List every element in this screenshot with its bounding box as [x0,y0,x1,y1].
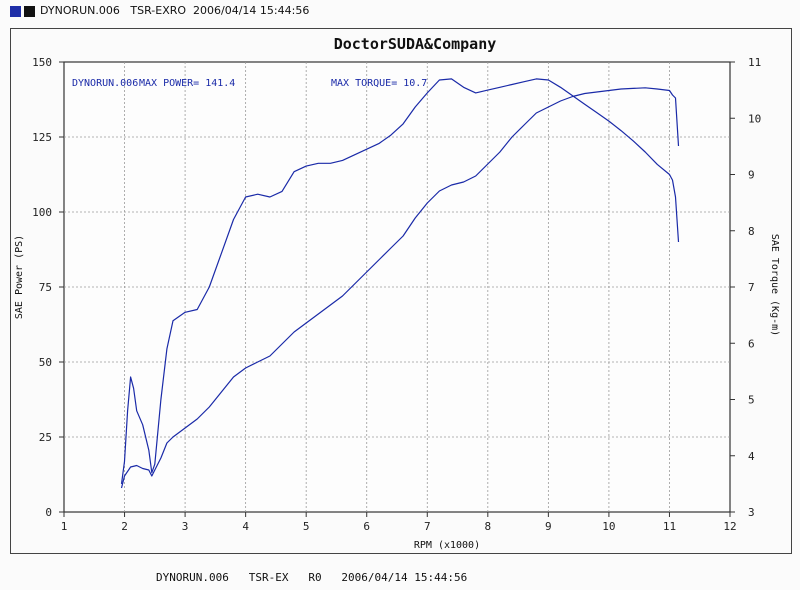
x-axis-label: RPM (x1000) [414,540,480,551]
y-left-tick-label: 0 [45,506,52,519]
chart-title: DoctorSUDA&Company [334,35,497,53]
run-annotation: DYNORUN.006 [72,78,138,89]
x-tick-label: 6 [363,520,370,533]
max-power-annotation: MAX POWER= 141.4 [139,78,235,89]
x-tick-label: 2 [121,520,128,533]
y-right-tick-label: 11 [748,56,761,69]
header-strip: DYNORUN.006 TSR-EXRO 2006/04/14 15:44:56 [0,0,800,22]
y-left-tick-label: 25 [39,431,52,444]
y-left-tick-label: 100 [32,206,52,219]
y-left-tick-label: 125 [32,131,52,144]
x-tick-label: 11 [663,520,676,533]
y-left-axis-label: SAE Power (PS) [14,235,25,319]
max-torque-annotation: MAX TORQUE= 10.7 [331,78,427,89]
x-tick-label: 1 [61,520,68,533]
x-tick-label: 12 [723,520,736,533]
y-left-tick-label: 50 [39,356,52,369]
torque-series-line [120,78,680,484]
y-right-axis-label: SAE Torque (Kg-m) [769,234,780,336]
y-left-tick-label: 75 [39,281,52,294]
y-right-tick-label: 10 [748,112,761,125]
brand-square-dark-icon [24,6,35,17]
y-right-tick-label: 6 [748,337,755,350]
chart-frame [10,28,792,554]
x-tick-label: 7 [424,520,431,533]
y-right-tick-label: 8 [748,225,755,238]
x-tick-label: 4 [242,520,249,533]
x-tick-label: 3 [182,520,189,533]
x-tick-label: 8 [485,520,492,533]
brand-square-icon [10,6,21,17]
y-right-tick-label: 4 [748,450,755,463]
y-right-tick-label: 7 [748,281,755,294]
power-series-line [120,87,680,489]
header-run-info: DYNORUN.006 TSR-EXRO 2006/04/14 15:44:56 [40,4,310,17]
x-tick-label: 5 [303,520,310,533]
y-right-tick-label: 3 [748,506,755,519]
footer-run-info: DYNORUN.006 TSR-EX R0 2006/04/14 15:44:5… [156,571,468,584]
x-tick-label: 9 [545,520,552,533]
y-left-tick-label: 150 [32,56,52,69]
y-right-tick-label: 5 [748,394,755,407]
y-right-tick-label: 9 [748,169,755,182]
x-tick-label: 10 [602,520,615,533]
